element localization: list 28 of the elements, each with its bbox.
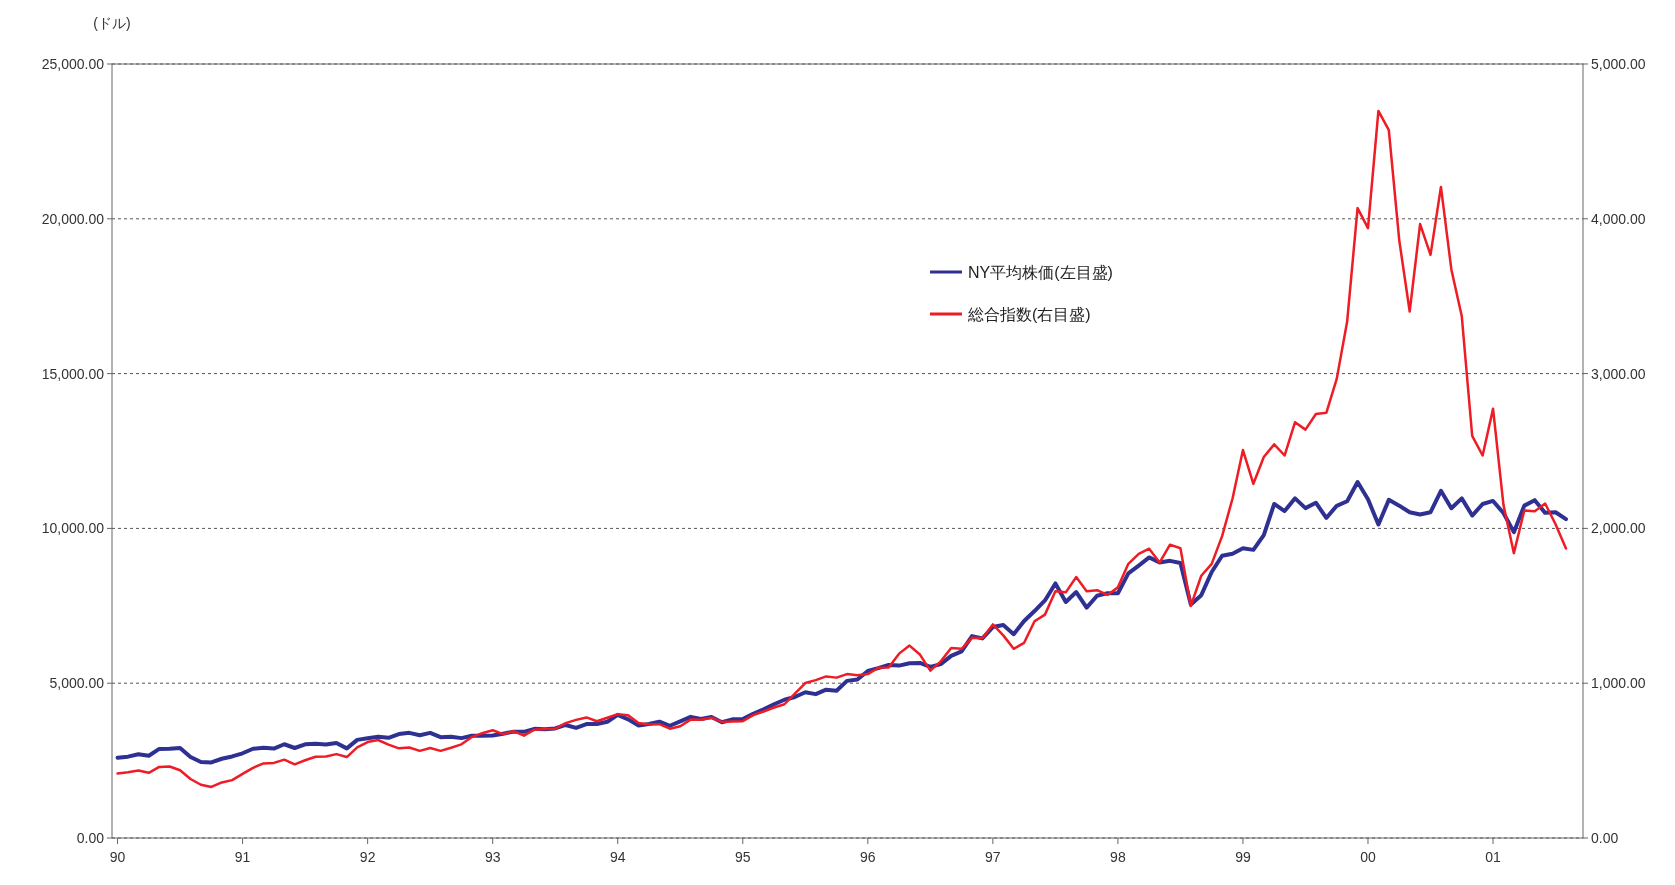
x-tick-label: 00 (1360, 849, 1376, 865)
legend-label: 総合指数(右目盛) (967, 306, 1091, 323)
y2-tick-label: 0.00 (1591, 830, 1619, 846)
y-axis-title: (ドル) (93, 15, 131, 31)
y2-tick-label: 5,000.00 (1591, 56, 1646, 72)
x-tick-label: 95 (734, 849, 751, 865)
y2-tick-label: 2,000.00 (1591, 520, 1646, 537)
x-tick-label: 94 (609, 849, 626, 865)
y-tick-label: 20,000.00 (41, 210, 105, 227)
legend-label: NY平均株価(左目盛) (968, 264, 1113, 281)
x-tick-label: 98 (1110, 849, 1126, 865)
x-tick-label: 01 (1485, 849, 1502, 865)
x-tick-label: 91 (234, 849, 251, 865)
y-tick-label: 0.00 (76, 830, 105, 846)
y-tick-label: 10,000.00 (41, 520, 105, 537)
y-tick-label: 15,000.00 (41, 365, 105, 382)
line-series (116, 109, 1568, 789)
y2-tick-label: 1,000.00 (1591, 675, 1646, 692)
x-tick-label: 96 (860, 849, 876, 865)
x-tick-label: 92 (359, 849, 376, 865)
y-tick-label: 5,000.00 (49, 675, 105, 692)
x-tick-label: 99 (1235, 849, 1251, 865)
x-tick-label: 93 (484, 849, 501, 865)
y2-tick-label: 3,000.00 (1591, 365, 1646, 382)
x-tick-label: 90 (109, 849, 126, 865)
y2-tick-label: 4,000.00 (1591, 210, 1646, 227)
x-tick-label: 97 (985, 849, 1001, 865)
y-tick-label: 25,000.00 (41, 56, 105, 72)
